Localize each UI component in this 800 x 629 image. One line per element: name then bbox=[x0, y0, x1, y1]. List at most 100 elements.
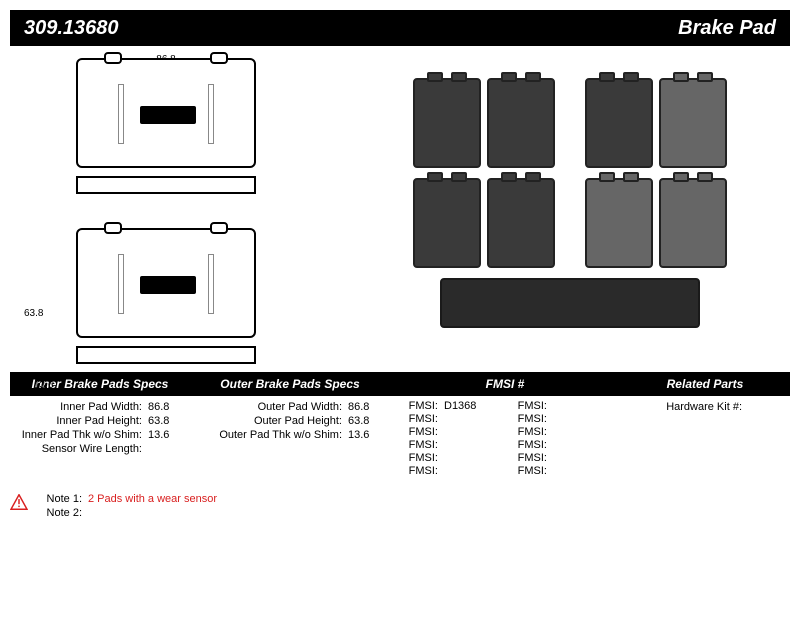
pad-pair-photo bbox=[413, 78, 555, 168]
fmsi-label: FMSI: bbox=[507, 439, 547, 451]
pad-hole-icon bbox=[104, 52, 122, 64]
pad-pair-photo bbox=[585, 178, 727, 268]
fmsi-grid: FMSI:D1368FMSI:FMSI:FMSI:FMSI:FMSI:FMSI:… bbox=[390, 396, 620, 481]
brake-pad-photo bbox=[413, 78, 481, 168]
fmsi-item: FMSI: bbox=[507, 452, 612, 464]
outer-specs-column: Outer Brake Pads Specs Outer Pad Width:8… bbox=[190, 372, 390, 481]
fmsi-value bbox=[438, 465, 444, 477]
product-photo-area bbox=[356, 58, 784, 364]
spec-row: Outer Pad Thk w/o Shim:13.6 bbox=[198, 428, 382, 442]
fmsi-heading: FMSI # bbox=[390, 372, 620, 396]
header-bar: 309.13680 Brake Pad bbox=[10, 10, 790, 46]
spec-value: 63.8 bbox=[342, 415, 382, 427]
fmsi-label: FMSI: bbox=[398, 439, 438, 451]
fmsi-item: FMSI: bbox=[398, 452, 503, 464]
spec-label: Outer Pad Width: bbox=[198, 401, 342, 413]
pad-pair-photo bbox=[413, 178, 555, 268]
spec-label: Inner Pad Height: bbox=[18, 415, 142, 427]
note-1-value: 2 Pads with a wear sensor bbox=[88, 493, 217, 505]
fmsi-label: FMSI: bbox=[398, 452, 438, 464]
pad-pair-photo bbox=[585, 78, 727, 168]
brand-plate-icon bbox=[140, 276, 196, 294]
fmsi-value bbox=[547, 465, 553, 477]
fmsi-label: FMSI: bbox=[398, 413, 438, 425]
pad-hole-icon bbox=[210, 222, 228, 234]
fmsi-item: FMSI: bbox=[398, 439, 503, 451]
pad-side-profile bbox=[76, 176, 256, 194]
fmsi-value bbox=[547, 400, 553, 412]
related-parts-heading: Related Parts bbox=[620, 372, 790, 396]
fmsi-value: D1368 bbox=[438, 400, 476, 412]
fmsi-item: FMSI: bbox=[507, 413, 612, 425]
spec-row: Inner Pad Width:86.8 bbox=[18, 400, 182, 414]
spec-value: 63.8 bbox=[142, 415, 182, 427]
note-2: Note 2: bbox=[36, 507, 217, 519]
spec-value: 13.6 bbox=[342, 429, 382, 441]
dimension-height-label: 63.8 bbox=[24, 258, 43, 368]
page-title: Brake Pad bbox=[678, 17, 776, 40]
fmsi-item: FMSI: bbox=[398, 426, 503, 438]
outer-specs-heading: Outer Brake Pads Specs bbox=[190, 372, 390, 396]
fmsi-value bbox=[547, 452, 553, 464]
fmsi-label: FMSI: bbox=[398, 465, 438, 477]
outer-specs-rows: Outer Pad Width:86.8Outer Pad Height:63.… bbox=[190, 396, 390, 446]
spec-row: Hardware Kit #: bbox=[628, 400, 782, 414]
spec-value: 86.8 bbox=[142, 401, 182, 413]
brake-pad-photo bbox=[413, 178, 481, 268]
brake-pad-photo bbox=[659, 78, 727, 168]
spec-value: 86.8 bbox=[342, 401, 382, 413]
inner-specs-rows: Inner Pad Width:86.8Inner Pad Height:63.… bbox=[10, 396, 190, 460]
spec-label: Inner Pad Width: bbox=[18, 401, 142, 413]
photo-row-top bbox=[356, 78, 784, 168]
brake-pad-photo bbox=[487, 178, 555, 268]
note-2-label: Note 2: bbox=[36, 507, 82, 519]
note-1-label: Note 1: bbox=[36, 493, 82, 505]
fmsi-label: FMSI: bbox=[398, 426, 438, 438]
related-parts-column: Related Parts Hardware Kit #: bbox=[620, 372, 790, 481]
spec-row: Sensor Wire Length: bbox=[18, 442, 182, 456]
fmsi-item: FMSI: bbox=[507, 465, 612, 477]
pad-side-profile bbox=[76, 346, 256, 364]
fmsi-item: FMSI: bbox=[507, 400, 612, 412]
diagram-area: 86.8 63.8 13.6 bbox=[0, 46, 800, 372]
spec-value: 13.6 bbox=[142, 429, 182, 441]
spec-label: Hardware Kit #: bbox=[628, 401, 742, 413]
fmsi-item: FMSI: bbox=[507, 439, 612, 451]
note-1: Note 1: 2 Pads with a wear sensor bbox=[36, 493, 217, 505]
brake-pad-photo bbox=[487, 78, 555, 168]
fmsi-item: FMSI: bbox=[398, 465, 503, 477]
pad-slot-icon bbox=[118, 84, 124, 144]
fmsi-value bbox=[547, 439, 553, 451]
spec-row: Outer Pad Width:86.8 bbox=[198, 400, 382, 414]
pad-outline-bottom bbox=[76, 228, 256, 338]
fmsi-label: FMSI: bbox=[507, 426, 547, 438]
fmsi-item: FMSI:D1368 bbox=[398, 400, 503, 412]
pad-slot-icon bbox=[208, 254, 214, 314]
fmsi-item: FMSI: bbox=[507, 426, 612, 438]
notes-text: Note 1: 2 Pads with a wear sensor Note 2… bbox=[36, 493, 217, 519]
pad-slot-icon bbox=[208, 84, 214, 144]
fmsi-value bbox=[438, 439, 444, 451]
fmsi-value bbox=[547, 413, 553, 425]
spec-row: Outer Pad Height:63.8 bbox=[198, 414, 382, 428]
spec-value bbox=[742, 401, 782, 413]
pad-hole-icon bbox=[210, 52, 228, 64]
brand-plate-icon bbox=[140, 106, 196, 124]
pad-edge-view-photo bbox=[440, 278, 700, 328]
fmsi-label: FMSI: bbox=[507, 413, 547, 425]
spec-value bbox=[142, 443, 182, 455]
related-parts-rows: Hardware Kit #: bbox=[620, 396, 790, 418]
technical-drawing: 86.8 63.8 13.6 bbox=[16, 58, 336, 364]
spec-label: Sensor Wire Length: bbox=[18, 443, 142, 455]
fmsi-label: FMSI: bbox=[507, 400, 547, 412]
fmsi-value bbox=[438, 413, 444, 425]
pad-outline-top bbox=[76, 58, 256, 168]
photo-row-bottom bbox=[356, 178, 784, 268]
part-number: 309.13680 bbox=[24, 17, 119, 40]
spec-label: Outer Pad Thk w/o Shim: bbox=[198, 429, 342, 441]
spec-label: Inner Pad Thk w/o Shim: bbox=[18, 429, 142, 441]
brake-pad-photo bbox=[585, 78, 653, 168]
fmsi-value bbox=[438, 452, 444, 464]
fmsi-column: FMSI # FMSI:D1368FMSI:FMSI:FMSI:FMSI:FMS… bbox=[390, 372, 620, 481]
fmsi-value bbox=[438, 426, 444, 438]
